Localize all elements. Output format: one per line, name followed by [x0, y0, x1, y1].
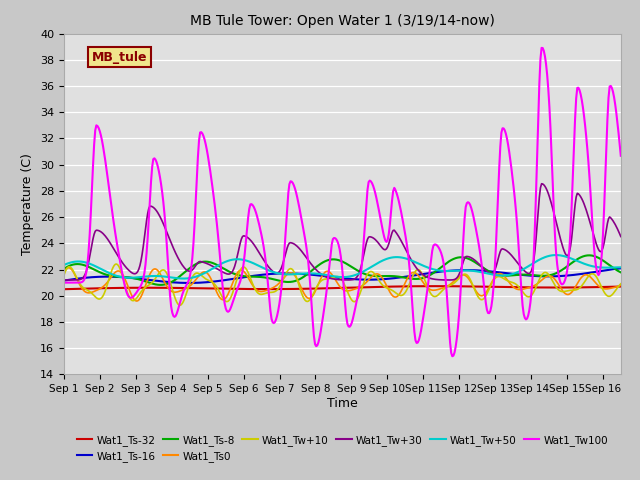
- Wat1_Ts-32: [617, 284, 625, 289]
- Wat1_Tw+10: [330, 274, 338, 280]
- Wat1_Tw+30: [362, 245, 369, 251]
- Wat1_Ts-8: [326, 257, 333, 263]
- Wat1_Ts-16: [362, 277, 370, 283]
- Wat1_Tw100: [392, 187, 399, 193]
- Wat1_Tw+50: [617, 264, 625, 270]
- Wat1_Ts-16: [326, 274, 333, 280]
- Wat1_Ts-8: [393, 274, 401, 279]
- Wat1_Ts-8: [606, 263, 614, 268]
- Wat1_Tw+30: [538, 181, 545, 187]
- Wat1_Ts0: [132, 298, 140, 304]
- Wat1_Ts-8: [60, 266, 68, 272]
- Line: Wat1_Tw+50: Wat1_Tw+50: [64, 255, 621, 278]
- Wat1_Tw+10: [606, 293, 614, 299]
- Wat1_Ts-32: [362, 284, 369, 290]
- Wat1_Tw+10: [60, 272, 68, 278]
- Line: Wat1_Ts0: Wat1_Ts0: [64, 268, 621, 301]
- Line: Wat1_Tw+10: Wat1_Tw+10: [64, 264, 621, 305]
- Wat1_Tw+50: [518, 267, 525, 273]
- Wat1_Tw+30: [324, 275, 332, 281]
- Wat1_Ts-8: [157, 282, 165, 288]
- Wat1_Ts-8: [329, 256, 337, 262]
- Wat1_Tw+30: [328, 276, 335, 282]
- Wat1_Tw+30: [605, 216, 612, 222]
- Wat1_Ts-16: [185, 280, 193, 286]
- X-axis label: Time: Time: [327, 397, 358, 410]
- Wat1_Ts-32: [60, 286, 68, 292]
- Wat1_Tw+10: [364, 271, 371, 277]
- Wat1_Ts0: [65, 265, 72, 271]
- Wat1_Ts0: [60, 270, 68, 276]
- Wat1_Ts0: [327, 270, 335, 276]
- Wat1_Ts-16: [60, 277, 68, 283]
- Wat1_Tw100: [324, 271, 332, 277]
- Line: Wat1_Tw100: Wat1_Tw100: [64, 48, 621, 356]
- Wat1_Tw100: [538, 45, 545, 51]
- Wat1_Ts0: [519, 287, 527, 292]
- Wat1_Tw+50: [362, 267, 370, 273]
- Wat1_Tw100: [617, 153, 625, 159]
- Wat1_Ts-16: [393, 275, 401, 281]
- Wat1_Tw+30: [60, 277, 68, 283]
- Wat1_Ts-16: [617, 265, 625, 271]
- Wat1_Ts-8: [362, 272, 370, 277]
- Wat1_Ts-16: [605, 267, 612, 273]
- Wat1_Ts-32: [518, 284, 525, 290]
- Wat1_Ts0: [364, 278, 371, 284]
- Wat1_Tw+50: [60, 262, 68, 268]
- Wat1_Tw+50: [393, 254, 401, 260]
- Wat1_Tw+10: [327, 276, 335, 281]
- Wat1_Tw+50: [329, 273, 337, 279]
- Wat1_Ts-8: [617, 269, 625, 275]
- Wat1_Ts0: [330, 275, 338, 280]
- Line: Wat1_Ts-32: Wat1_Ts-32: [64, 286, 621, 289]
- Wat1_Tw100: [518, 289, 525, 295]
- Wat1_Tw100: [60, 280, 68, 286]
- Wat1_Tw+50: [326, 273, 333, 278]
- Legend: Wat1_Ts-32, Wat1_Ts-16, Wat1_Ts-8, Wat1_Ts0, Wat1_Tw+10, Wat1_Tw+30, Wat1_Tw+50,: Wat1_Ts-32, Wat1_Ts-16, Wat1_Ts-8, Wat1_…: [72, 431, 612, 466]
- Wat1_Tw+50: [606, 265, 614, 271]
- Wat1_Tw+10: [176, 302, 184, 308]
- Text: MB_tule: MB_tule: [92, 51, 147, 64]
- Wat1_Tw100: [449, 353, 456, 359]
- Wat1_Ts0: [617, 282, 625, 288]
- Title: MB Tule Tower: Open Water 1 (3/19/14-now): MB Tule Tower: Open Water 1 (3/19/14-now…: [190, 14, 495, 28]
- Wat1_Tw+10: [519, 289, 527, 295]
- Wat1_Tw+10: [113, 261, 120, 267]
- Wat1_Tw+30: [617, 234, 625, 240]
- Y-axis label: Temperature (C): Temperature (C): [22, 153, 35, 255]
- Wat1_Tw+10: [394, 291, 401, 297]
- Wat1_Tw+50: [180, 276, 188, 281]
- Line: Wat1_Ts-8: Wat1_Ts-8: [64, 255, 621, 285]
- Wat1_Ts-32: [392, 284, 399, 289]
- Wat1_Ts-32: [328, 285, 335, 291]
- Wat1_Ts-8: [518, 272, 525, 277]
- Wat1_Tw100: [362, 216, 369, 221]
- Line: Wat1_Ts-16: Wat1_Ts-16: [64, 268, 621, 283]
- Line: Wat1_Tw+30: Wat1_Tw+30: [64, 184, 621, 280]
- Wat1_Ts-16: [518, 272, 525, 278]
- Wat1_Ts-32: [431, 283, 438, 289]
- Wat1_Ts0: [394, 293, 401, 299]
- Wat1_Tw100: [606, 84, 614, 89]
- Wat1_Ts0: [606, 286, 614, 291]
- Wat1_Tw+10: [617, 281, 625, 287]
- Wat1_Tw100: [328, 241, 335, 247]
- Wat1_Ts-8: [586, 252, 593, 258]
- Wat1_Tw+30: [392, 229, 399, 235]
- Wat1_Ts-32: [605, 284, 612, 290]
- Wat1_Tw+30: [516, 264, 524, 269]
- Wat1_Ts-16: [329, 274, 337, 280]
- Wat1_Ts-32: [324, 286, 332, 291]
- Wat1_Tw+50: [552, 252, 560, 258]
